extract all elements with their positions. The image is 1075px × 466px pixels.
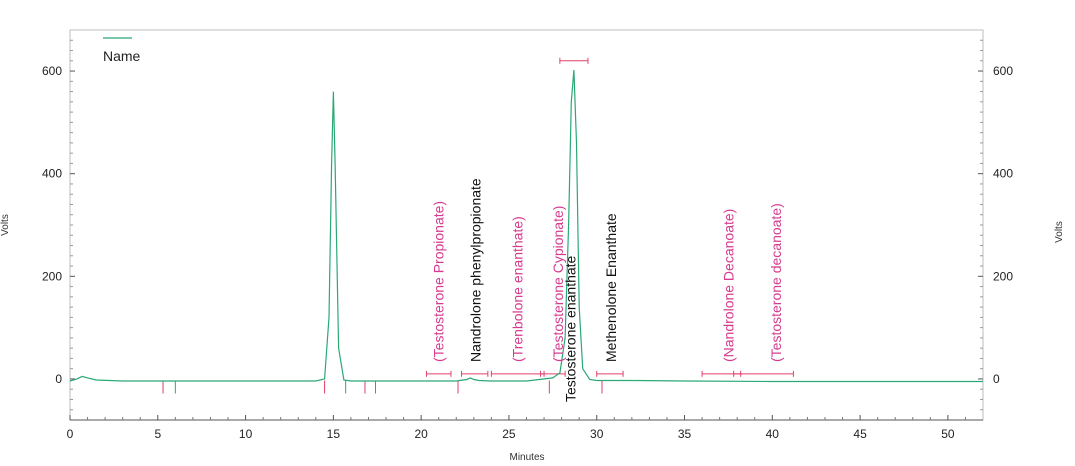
x-tick-label: 20 — [414, 427, 428, 441]
y-left-tick-label: 600 — [42, 64, 62, 78]
x-tick-label: 10 — [239, 427, 253, 441]
y-right-tick-label: 600 — [993, 64, 1013, 78]
peak-label: Methenolone Enanthate — [603, 213, 619, 362]
x-tick-label: 35 — [678, 427, 692, 441]
y-left-tick-label: 0 — [55, 372, 62, 386]
peak-label: Testosterone enanthate — [562, 255, 578, 402]
retention-windows — [425, 57, 794, 377]
y-left-tick-label: 200 — [42, 269, 62, 283]
y-axis-title-left: Volts — [0, 214, 11, 236]
x-axis-title: Minutes — [509, 452, 544, 463]
x-tick-label: 30 — [590, 427, 604, 441]
event-markers — [162, 380, 603, 394]
x-tick-label: 25 — [502, 427, 516, 441]
axes: 0 5 10 15 20 25 30 35 40 45 50 0 0 200 200 400 400 600 600 — [42, 29, 1013, 441]
y-left-tick-label: 400 — [42, 167, 62, 181]
x-tick-label: 0 — [67, 427, 74, 441]
peak-label: (Testosterone Cypionate) — [550, 206, 566, 362]
x-tick-label: 50 — [941, 427, 955, 441]
peak-label: (Testosterone Propionate) — [431, 201, 447, 362]
x-tick-label: 5 — [154, 427, 161, 441]
trace-line — [69, 69, 983, 383]
x-tick-label: 15 — [327, 427, 341, 441]
y-axis-title-right: Volts — [1054, 221, 1065, 243]
y-right-tick-label: 200 — [993, 269, 1013, 283]
plot-frame — [69, 29, 984, 421]
peak-label: (Testosterone decanoate) — [768, 203, 784, 362]
peak-labels: (Testosterone Propionate) Nandrolone phen… — [431, 178, 784, 402]
y-right-tick-label: 400 — [993, 167, 1013, 181]
x-tick-label: 40 — [766, 427, 780, 441]
peak-label: (Trenbolone enanthate) — [510, 216, 526, 362]
legend-series-name: Name — [103, 48, 141, 64]
traces — [69, 69, 983, 383]
legend: Name — [103, 37, 141, 64]
y-right-tick-label: 0 — [993, 372, 1000, 386]
peak-label: (Nandrolone Decanoate) — [720, 209, 736, 362]
x-tick-label: 45 — [853, 427, 867, 441]
peak-label: Nandrolone phenylpropionate — [468, 178, 484, 362]
